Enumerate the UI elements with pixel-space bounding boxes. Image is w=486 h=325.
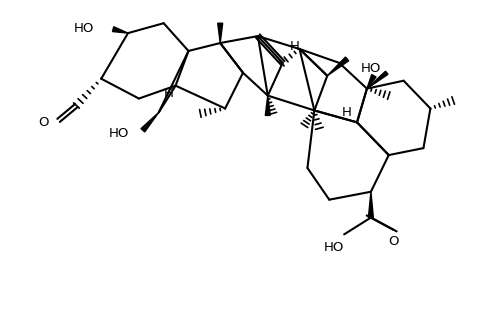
Text: HO: HO [74,22,95,35]
Polygon shape [367,74,376,89]
Text: H: H [164,87,174,100]
Text: HO: HO [324,241,345,254]
Text: O: O [388,235,399,248]
Text: H: H [290,40,299,53]
Polygon shape [218,23,223,43]
Text: H: H [342,106,352,119]
Text: HO: HO [109,127,129,140]
Polygon shape [265,96,270,115]
Polygon shape [112,27,128,33]
Polygon shape [367,71,388,89]
Text: HO: HO [361,62,381,75]
Polygon shape [368,192,373,217]
Polygon shape [141,112,159,132]
Text: O: O [38,116,49,129]
Polygon shape [327,57,349,76]
